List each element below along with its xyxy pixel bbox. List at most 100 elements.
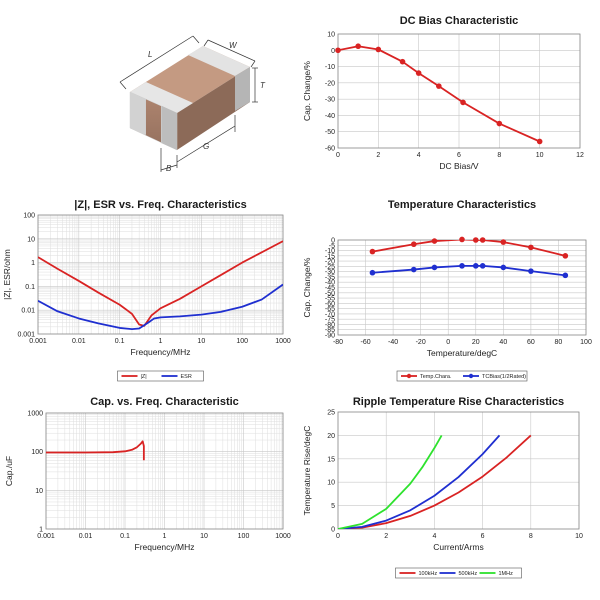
x-tick-label: 100 bbox=[238, 533, 250, 540]
y-tick-label: 100 bbox=[23, 213, 35, 220]
x-tick-label: 8 bbox=[529, 533, 533, 540]
legend: 100kHz 500kHz 1MHz bbox=[395, 567, 522, 579]
y-tick-label: 5 bbox=[331, 503, 335, 510]
right-terminal-side bbox=[235, 67, 250, 111]
data-point bbox=[459, 236, 465, 243]
data-point bbox=[431, 264, 438, 271]
y-tick-label: -10 bbox=[325, 64, 335, 71]
y-tick-label: -85 bbox=[325, 327, 335, 334]
y-tick-label: -35 bbox=[325, 274, 335, 281]
x-axis-label: Current/Arms bbox=[433, 542, 484, 552]
x-tick-label: 0.1 bbox=[115, 338, 125, 345]
x-tick-label: 1 bbox=[159, 338, 163, 345]
data-point bbox=[459, 263, 465, 269]
data-point bbox=[399, 58, 406, 65]
left-terminal bbox=[130, 82, 193, 113]
mlcc-component-illustration: L W T G B bbox=[119, 35, 266, 173]
dim-label-b: B bbox=[166, 164, 172, 173]
y-tick-label: -30 bbox=[325, 269, 335, 276]
legend: |Z| ESR bbox=[117, 370, 204, 382]
dim-label-w: W bbox=[229, 41, 238, 50]
chart-title: DC Bias Characteristic bbox=[400, 15, 519, 27]
x-tick-label: -60 bbox=[360, 339, 370, 346]
series-line-100khz bbox=[338, 434, 532, 529]
y-tick-label: 0 bbox=[331, 238, 335, 245]
data-point bbox=[496, 120, 503, 127]
legend-label: TCBias(1/2Rated) bbox=[482, 374, 526, 380]
y-tick-label: -50 bbox=[325, 290, 335, 297]
x-tick-label: 2 bbox=[384, 533, 388, 540]
data-point bbox=[479, 263, 486, 269]
chart-dc-bias: DC Bias Characteristic 0 2 4 6 8 10 12 10 0 -10 -20… bbox=[302, 15, 584, 171]
x-tick-label: 10 bbox=[200, 533, 208, 540]
data-point bbox=[415, 70, 422, 76]
chart-title: Ripple Temperature Rise Characteristics bbox=[353, 396, 564, 408]
y-tick-label: -45 bbox=[325, 285, 335, 292]
data-point bbox=[369, 248, 376, 255]
y-tick-label: -90 bbox=[325, 333, 335, 340]
data-point bbox=[410, 266, 417, 273]
y-tick-label: 0 bbox=[331, 527, 335, 534]
data-point bbox=[431, 238, 438, 244]
series-line-esr bbox=[38, 283, 283, 331]
x-tick-label: 40 bbox=[499, 339, 507, 346]
y-tick-label: -20 bbox=[325, 259, 335, 266]
dim-label-g: G bbox=[203, 142, 209, 151]
data-point bbox=[562, 253, 569, 259]
data-point bbox=[562, 272, 569, 279]
legend-marker bbox=[406, 373, 412, 379]
y-tick-label: -30 bbox=[325, 97, 335, 104]
y-tick-label: 1 bbox=[39, 527, 43, 534]
y-axis-label: Cap. Change/% bbox=[302, 61, 312, 121]
series-line-cap bbox=[46, 440, 145, 461]
legend-label: ESR bbox=[181, 374, 192, 380]
data-point bbox=[335, 47, 341, 54]
x-tick-label: -40 bbox=[388, 339, 398, 346]
series-line-500khz bbox=[338, 434, 501, 529]
x-tick-label: 6 bbox=[457, 152, 461, 159]
y-tick-label: -60 bbox=[325, 146, 335, 153]
y-tick-label: 0.01 bbox=[21, 308, 35, 315]
legend-label: 100kHz bbox=[419, 571, 438, 577]
y-tick-label: -70 bbox=[325, 311, 335, 318]
x-tick-label: 10 bbox=[197, 338, 205, 345]
legend-box bbox=[396, 370, 528, 382]
data-point bbox=[500, 239, 507, 245]
legend-label: 1MHz bbox=[499, 571, 514, 577]
dim-label-t: T bbox=[260, 81, 266, 90]
x-tick-label: 100 bbox=[236, 338, 248, 345]
y-tick-label: 10 bbox=[327, 480, 335, 487]
y-axis-label: |Z|, ESR/ohm bbox=[2, 249, 12, 300]
y-tick-label: -40 bbox=[325, 113, 335, 120]
series-line-temp-chara bbox=[372, 240, 566, 257]
x-tick-label: 0.1 bbox=[120, 533, 130, 540]
legend: Temp.Chara. TCBias(1/2Rated) bbox=[396, 370, 528, 382]
x-tick-label: 4 bbox=[432, 533, 436, 540]
y-tick-label: -15 bbox=[325, 253, 335, 260]
x-tick-label: 0 bbox=[336, 152, 340, 159]
data-point bbox=[436, 83, 442, 89]
y-tick-label: 1 bbox=[31, 260, 35, 267]
x-tick-label: 1000 bbox=[275, 533, 291, 540]
legend-label: Temp.Chara. bbox=[420, 374, 452, 380]
plot-frame bbox=[337, 33, 581, 149]
y-tick-label: 10 bbox=[27, 236, 35, 243]
y-tick-label: 10 bbox=[35, 488, 43, 495]
data-point bbox=[472, 263, 479, 269]
plot-frame bbox=[37, 214, 284, 335]
chart-temperature: Temperature Characteristics -80 -60 -40 -20 0… bbox=[302, 199, 592, 382]
chip-side-face bbox=[177, 67, 250, 150]
data-point bbox=[500, 264, 507, 271]
chart-title: |Z|, ESR vs. Freq. Characteristics bbox=[74, 199, 246, 211]
y-tick-label: 0 bbox=[331, 48, 335, 55]
x-tick-label: 10 bbox=[575, 533, 583, 540]
legend-label: |Z| bbox=[141, 374, 147, 380]
chip-front-right-term bbox=[162, 106, 177, 150]
plot-frame bbox=[45, 412, 284, 530]
x-tick-label: 8 bbox=[497, 152, 501, 159]
data-point bbox=[369, 269, 376, 276]
data-point bbox=[375, 46, 382, 53]
